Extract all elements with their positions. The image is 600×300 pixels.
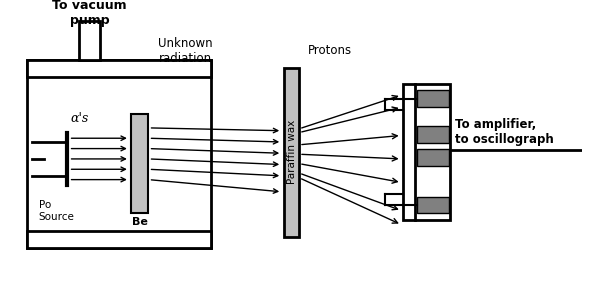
Bar (79, 21, 100, 60)
Text: Be: Be (131, 217, 148, 227)
Text: Po
Source: Po Source (38, 200, 74, 222)
Text: To vacuum
pump: To vacuum pump (52, 0, 127, 27)
Bar (416, 126, 449, 143)
Bar (27, 60, 211, 77)
Bar (27, 60, 211, 248)
Bar (416, 148, 449, 166)
Bar (416, 90, 449, 107)
Bar (284, 68, 299, 237)
Text: Unknown
radiation: Unknown radiation (158, 37, 212, 65)
Text: To amplifier,
to oscillograph: To amplifier, to oscillograph (455, 118, 554, 146)
Text: Paraffin wax: Paraffin wax (287, 120, 296, 184)
Bar (27, 231, 211, 248)
Bar (131, 114, 148, 212)
Text: Protons: Protons (308, 44, 352, 57)
Bar (416, 196, 449, 214)
Bar (403, 84, 451, 220)
Text: α's: α's (71, 112, 89, 125)
